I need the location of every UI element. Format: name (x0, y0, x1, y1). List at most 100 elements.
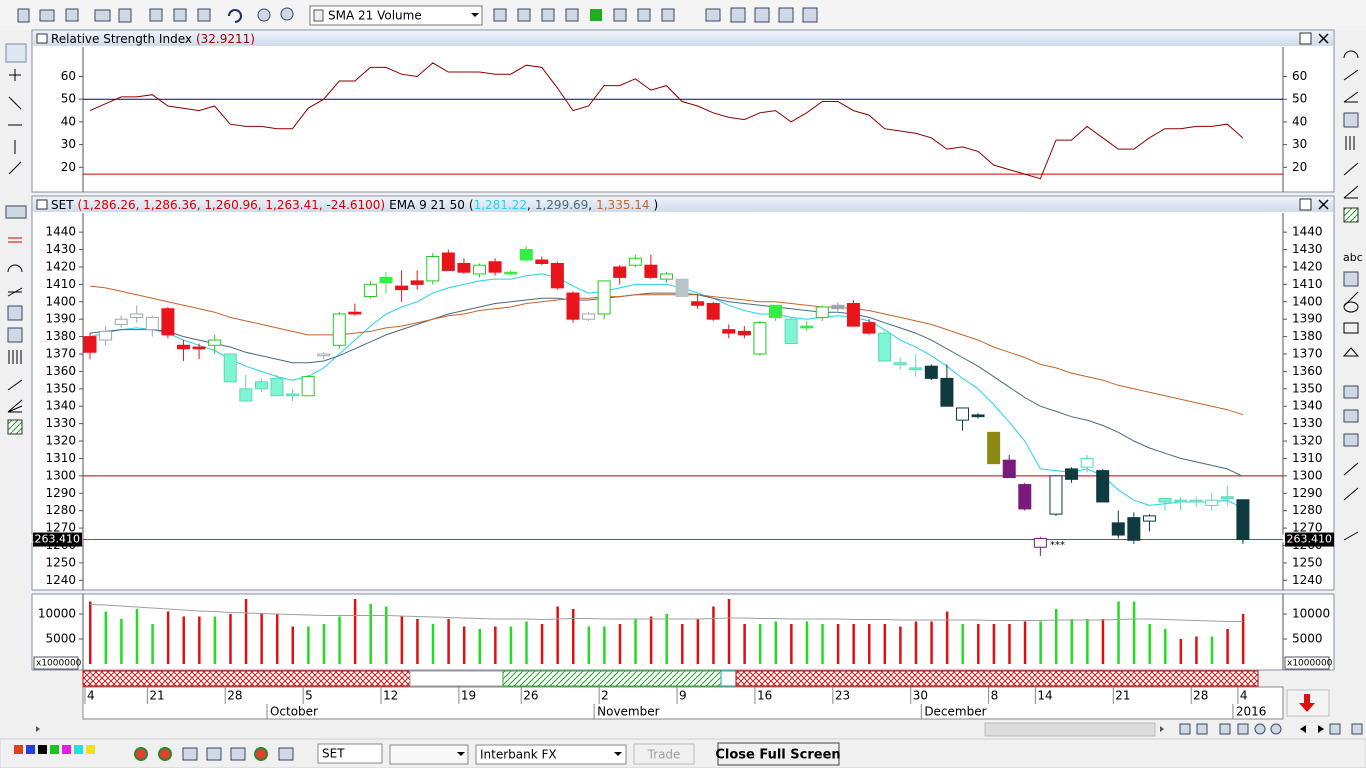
tool[interactable] (1343, 185, 1359, 199)
indicator-select[interactable] (309, 5, 483, 26)
preview-button[interactable] (118, 8, 132, 23)
tool[interactable] (7, 399, 23, 413)
undo-button[interactable] (228, 9, 242, 23)
tool[interactable] (1343, 91, 1359, 103)
paste-button[interactable] (197, 8, 211, 22)
line-tool[interactable] (8, 96, 22, 110)
tool[interactable] (1343, 409, 1359, 423)
close-button[interactable] (1318, 33, 1329, 44)
tool[interactable] (1343, 271, 1359, 287)
browser-icon[interactable] (254, 747, 268, 761)
tool-button[interactable] (613, 8, 627, 22)
tool[interactable] (1343, 207, 1359, 223)
broker-select[interactable] (475, 744, 627, 765)
tool-button[interactable] (541, 8, 555, 22)
zoom-out[interactable] (1254, 723, 1266, 735)
tool-button[interactable] (590, 9, 602, 21)
tool-button[interactable] (565, 8, 579, 22)
color-swatch[interactable] (26, 745, 35, 754)
color-swatch[interactable] (38, 745, 47, 754)
candle-body (784, 318, 798, 345)
tool[interactable] (7, 287, 23, 297)
cut-button[interactable] (149, 8, 163, 22)
trade-button[interactable] (633, 743, 695, 765)
tool[interactable] (1343, 301, 1359, 313)
candle-body (675, 278, 689, 298)
tool[interactable] (1343, 433, 1359, 447)
color-swatch[interactable] (62, 745, 71, 754)
cross-tool[interactable] (9, 69, 21, 81)
tool[interactable] (1343, 322, 1359, 334)
trend-tool[interactable] (8, 161, 22, 175)
scroll-left[interactable] (36, 726, 40, 732)
tool[interactable] (1345, 136, 1355, 150)
tool[interactable] (1343, 50, 1359, 59)
tool[interactable] (5, 205, 27, 219)
tool-icon[interactable] (230, 747, 246, 761)
nav-button[interactable] (1179, 723, 1191, 735)
empty-select[interactable] (389, 744, 469, 765)
candle-body (286, 393, 300, 397)
close-full-screen-button[interactable] (717, 742, 840, 766)
tool[interactable] (8, 350, 22, 364)
tool-icon[interactable] (278, 747, 294, 761)
tool[interactable] (1343, 69, 1359, 81)
candle-body (363, 283, 377, 298)
nav-button[interactable] (1329, 723, 1341, 735)
tool[interactable] (8, 237, 22, 243)
tool[interactable] (7, 379, 23, 391)
print-button[interactable] (94, 9, 111, 22)
tool[interactable] (1342, 347, 1360, 357)
window-button[interactable] (705, 8, 721, 22)
tool[interactable] (1343, 462, 1359, 541)
browser-icon[interactable] (134, 747, 148, 761)
new-button[interactable] (17, 8, 30, 23)
symbol-input[interactable] (317, 743, 383, 764)
tile-button[interactable] (802, 7, 818, 23)
zoom-in[interactable] (1270, 723, 1282, 735)
open-button[interactable] (39, 9, 55, 22)
tile-button[interactable] (730, 7, 746, 23)
tool-icon[interactable] (206, 747, 222, 761)
color-swatch[interactable] (86, 745, 95, 754)
nav-arrows[interactable] (1300, 725, 1324, 733)
nav-button[interactable] (1237, 723, 1249, 735)
text-tool[interactable]: abc (1343, 251, 1363, 264)
y-tick-label: 5000 (45, 632, 76, 646)
scroll-thumb[interactable] (984, 722, 1156, 737)
scroll-right[interactable] (1160, 726, 1164, 732)
tool[interactable] (1343, 112, 1359, 128)
nav-button[interactable] (1219, 723, 1231, 735)
color-swatch[interactable] (74, 745, 83, 754)
tool[interactable] (7, 327, 23, 343)
tool-button[interactable] (637, 8, 651, 22)
tile-button[interactable] (754, 7, 770, 23)
tool-icon[interactable] (182, 747, 198, 761)
tool[interactable] (1343, 385, 1359, 399)
help-button[interactable] (661, 8, 675, 22)
tool[interactable] (7, 419, 23, 435)
save-button[interactable] (65, 8, 79, 22)
tool[interactable] (7, 264, 23, 273)
crosshair-button[interactable] (257, 8, 271, 22)
copy-button[interactable] (173, 8, 187, 22)
candle-body (317, 353, 331, 357)
y-tick-label: 1330 (1292, 416, 1323, 430)
tool-button[interactable] (493, 8, 507, 22)
maximize-button[interactable] (1299, 198, 1312, 211)
tool-button[interactable] (517, 8, 531, 22)
browser-icon[interactable] (158, 747, 172, 761)
zoom-button[interactable] (280, 7, 294, 21)
tile-button[interactable] (778, 7, 794, 23)
y-tick-label: 1390 (1292, 312, 1323, 326)
color-swatch[interactable] (50, 745, 59, 754)
month-label: December (924, 705, 986, 719)
tool[interactable] (7, 305, 23, 321)
nav-button[interactable] (1351, 723, 1363, 735)
tool[interactable] (1343, 162, 1359, 176)
pointer-tool[interactable] (5, 43, 27, 63)
close-button[interactable] (1318, 199, 1329, 210)
nav-button[interactable] (1196, 723, 1208, 735)
color-swatch[interactable] (14, 745, 23, 754)
maximize-button[interactable] (1299, 32, 1312, 45)
